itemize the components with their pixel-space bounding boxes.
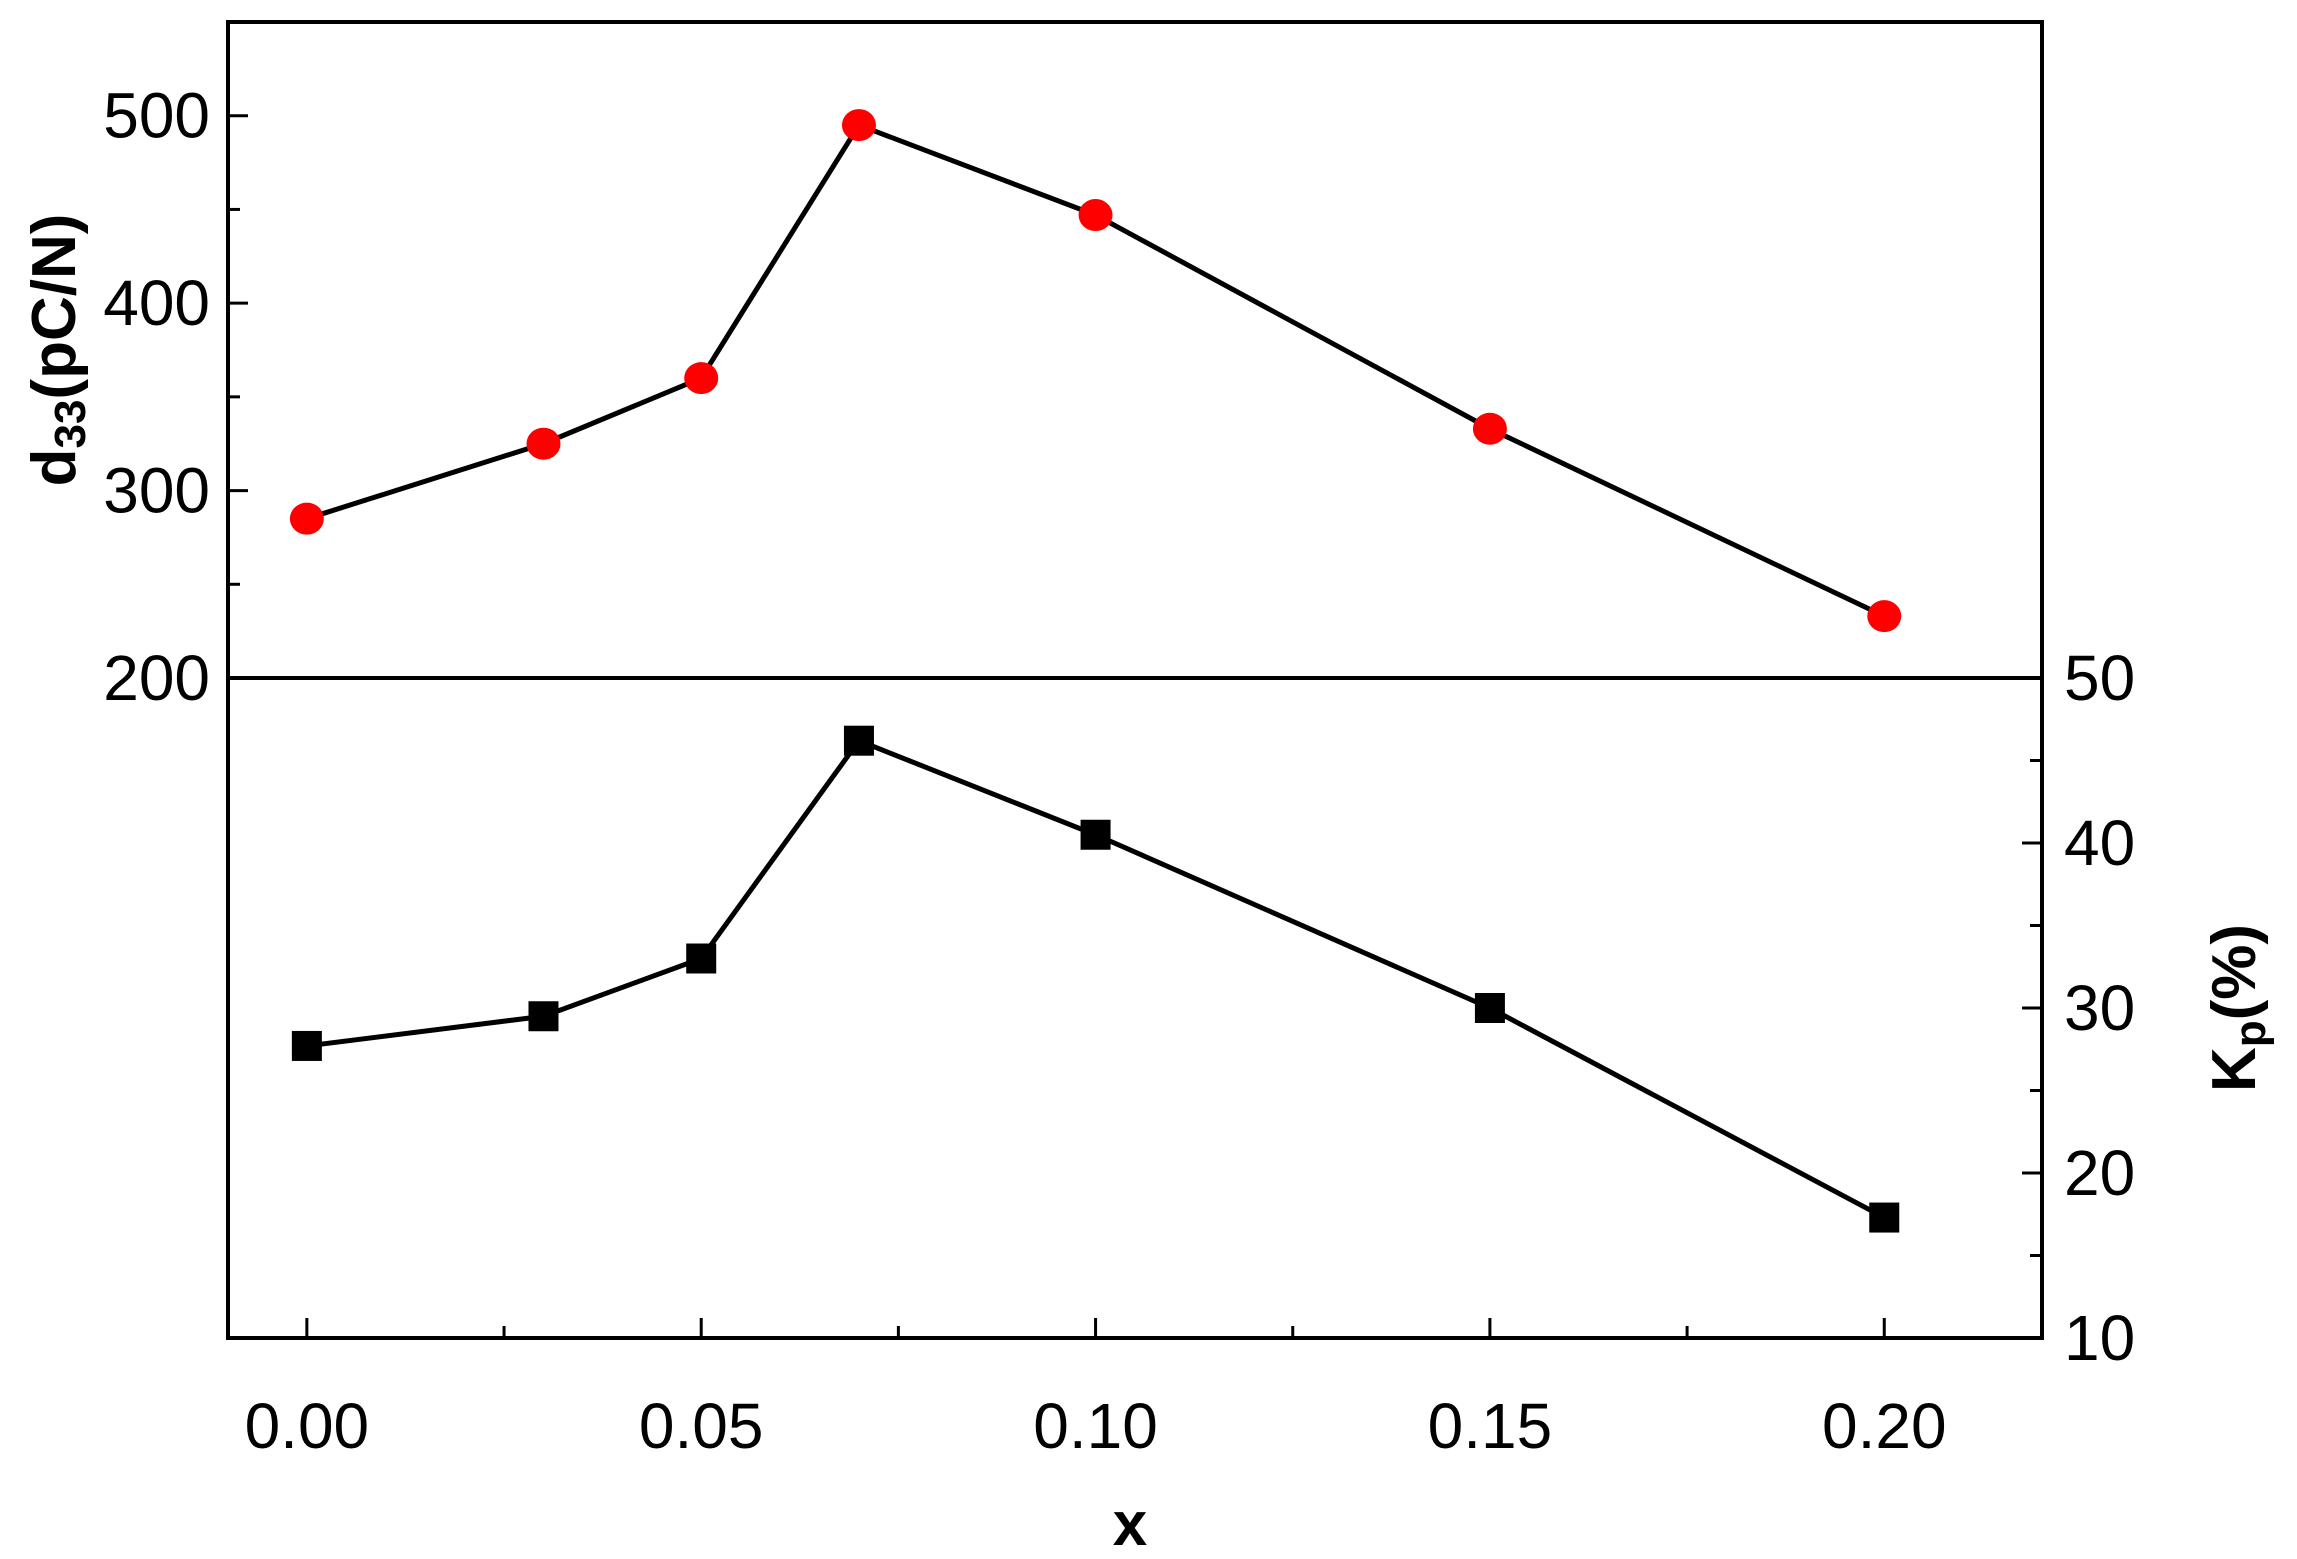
axis-ticks	[228, 114, 2042, 1340]
data-point	[289, 502, 324, 535]
data-point	[1867, 600, 1902, 633]
bottom-series-line	[306, 737, 1886, 1220]
data-point	[291, 1030, 322, 1061]
y-tick-label: 200	[103, 642, 210, 714]
axis-titles: x d33(pC/N) Kp(%)	[20, 214, 2275, 1559]
y-tick-label: 300	[103, 455, 210, 527]
data-point	[843, 725, 874, 756]
data-point	[1472, 412, 1507, 445]
bottom-y-axis-title: Kp(%)	[2200, 924, 2275, 1092]
y-title-rest: (pC/N)	[20, 214, 89, 400]
data-point	[1078, 199, 1113, 232]
y-title-rest: (%)	[2200, 924, 2269, 1020]
data-point	[1080, 819, 1111, 850]
x-tick-label: 0.00	[245, 1390, 370, 1462]
y-tick-label: 30	[2064, 972, 2135, 1044]
x-tick-label: 0.05	[639, 1390, 764, 1462]
y-tick-label: 400	[103, 267, 210, 339]
y-tick-label: 500	[103, 80, 210, 152]
top-series-line	[306, 122, 1886, 619]
y-tick-label: 50	[2064, 642, 2135, 714]
x-tick-label: 0.20	[1822, 1390, 1947, 1462]
data-point	[684, 362, 719, 395]
tick-labels: 0.00 0.05 0.10 0.15 0.20 200 300 400 500 10 20 30 40…	[103, 80, 2135, 1462]
y-title-main: K	[2200, 1047, 2269, 1092]
x-tick-label: 0.15	[1428, 1390, 1553, 1462]
y-tick-label: 20	[2064, 1137, 2135, 1209]
data-point	[841, 109, 876, 142]
data-point	[1869, 1202, 1900, 1233]
y-title-subscript: 33	[46, 400, 95, 449]
series-markers	[289, 109, 1902, 1233]
y-tick-label: 40	[2064, 807, 2135, 879]
y-tick-label: 10	[2064, 1302, 2135, 1374]
x-axis-title: x	[1113, 1490, 1148, 1559]
data-point	[1474, 993, 1505, 1023]
y-title-main: d	[20, 449, 89, 487]
series-lines	[306, 122, 1886, 1220]
top-y-axis-title: d33(pC/N)	[20, 214, 95, 487]
data-point	[526, 427, 561, 460]
y-title-subscript: p	[2226, 1020, 2275, 1047]
data-point	[686, 943, 717, 974]
data-point	[528, 1001, 559, 1032]
plot-frame	[226, 20, 2044, 1340]
x-tick-label: 0.10	[1033, 1390, 1158, 1462]
